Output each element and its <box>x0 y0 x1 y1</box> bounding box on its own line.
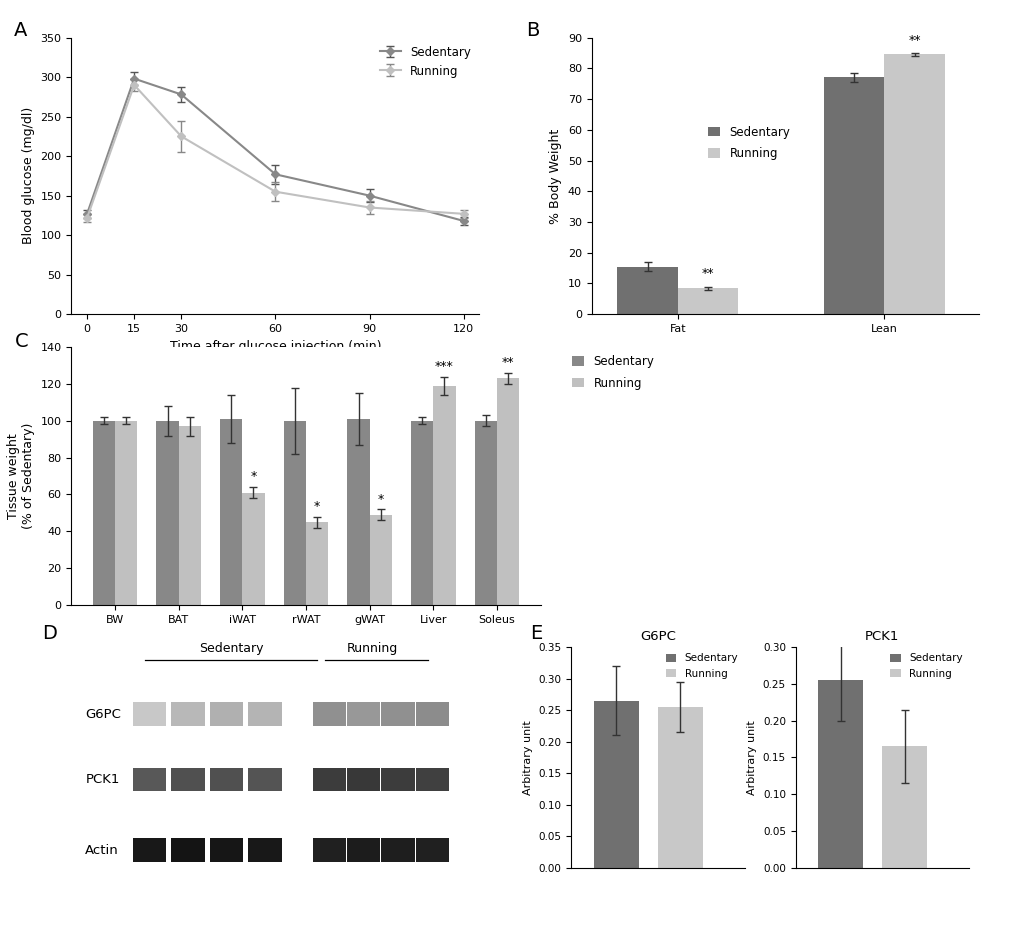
Bar <box>171 703 205 726</box>
Bar <box>347 419 369 605</box>
Text: C: C <box>15 332 29 351</box>
Bar <box>249 767 281 791</box>
Text: ***: *** <box>435 360 453 373</box>
Bar <box>171 839 205 862</box>
Y-axis label: Arbitrary unit: Arbitrary unit <box>523 720 532 794</box>
Text: **: ** <box>501 356 514 370</box>
Y-axis label: Arbitrary unit: Arbitrary unit <box>747 720 756 794</box>
Bar <box>210 839 244 862</box>
Text: B: B <box>525 21 539 40</box>
Bar <box>132 839 166 862</box>
Bar <box>823 78 883 314</box>
Bar <box>249 839 281 862</box>
Bar <box>593 701 638 868</box>
Bar <box>817 680 862 868</box>
Text: *: * <box>250 470 257 483</box>
Text: PCK1: PCK1 <box>86 773 119 786</box>
Bar <box>346 703 380 726</box>
Bar <box>156 421 178 605</box>
Bar <box>415 839 448 862</box>
Legend: Sedentary, Running: Sedentary, Running <box>377 43 473 80</box>
Bar <box>283 421 306 605</box>
Bar <box>381 839 415 862</box>
Legend: Sedentary, Running: Sedentary, Running <box>889 653 963 680</box>
Bar <box>677 288 738 314</box>
Bar <box>381 767 415 791</box>
Bar <box>249 703 281 726</box>
Bar <box>171 767 205 791</box>
Legend: Sedentary, Running: Sedentary, Running <box>705 123 792 162</box>
Bar <box>243 492 264 605</box>
Bar <box>616 266 677 314</box>
Bar <box>93 421 115 605</box>
Bar <box>657 707 702 868</box>
Text: **: ** <box>908 34 920 47</box>
Bar <box>132 703 166 726</box>
Bar <box>346 839 380 862</box>
Bar <box>415 767 448 791</box>
Bar <box>415 703 448 726</box>
Text: *: * <box>314 500 320 513</box>
Text: G6PC: G6PC <box>86 707 121 720</box>
Bar <box>346 767 380 791</box>
Bar <box>496 378 519 605</box>
Bar <box>883 54 944 314</box>
Bar <box>381 703 415 726</box>
Bar <box>115 421 138 605</box>
Bar <box>306 522 328 605</box>
X-axis label: Time after glucose injection (min): Time after glucose injection (min) <box>169 340 381 353</box>
Bar <box>369 515 391 605</box>
Bar <box>313 839 345 862</box>
Legend: Sedentary, Running: Sedentary, Running <box>570 353 656 392</box>
Text: *: * <box>377 492 383 506</box>
Y-axis label: Blood glucose (mg/dl): Blood glucose (mg/dl) <box>22 107 35 245</box>
Text: Running: Running <box>346 643 397 656</box>
Bar <box>881 747 926 868</box>
Text: Actin: Actin <box>86 843 119 856</box>
Text: A: A <box>14 21 28 40</box>
Title: PCK1: PCK1 <box>864 630 899 643</box>
Bar <box>220 419 243 605</box>
Text: Sedentary: Sedentary <box>199 643 263 656</box>
Bar <box>433 386 455 605</box>
Y-axis label: % Body Weight: % Body Weight <box>548 129 561 223</box>
Bar <box>210 703 244 726</box>
Bar <box>313 767 345 791</box>
Text: E: E <box>530 625 542 643</box>
Bar <box>474 421 496 605</box>
Title: G6PC: G6PC <box>639 630 676 643</box>
Bar <box>411 421 433 605</box>
Bar <box>313 703 345 726</box>
Text: D: D <box>43 625 57 643</box>
Legend: Sedentary, Running: Sedentary, Running <box>664 653 739 680</box>
Bar <box>132 767 166 791</box>
Bar <box>210 767 244 791</box>
Bar <box>178 426 201 605</box>
Text: **: ** <box>701 267 713 280</box>
Y-axis label: Tissue weight
(% of Sedentary): Tissue weight (% of Sedentary) <box>7 423 35 529</box>
